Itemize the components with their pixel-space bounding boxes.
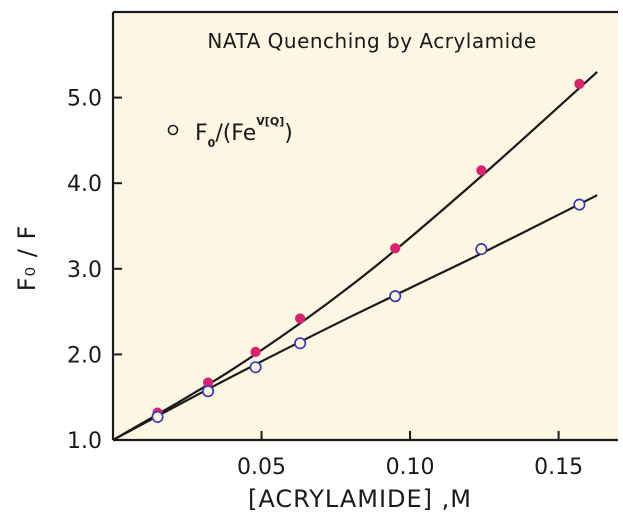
data-point-series-1 [250, 346, 261, 357]
legend-label-sup: V[Q] [256, 115, 284, 128]
legend-label-suffix: ) [284, 121, 293, 146]
data-point-series-2 [475, 243, 488, 256]
data-point-series-2 [151, 410, 164, 423]
fit-line-series-1 [112, 71, 598, 441]
data-point-series-2 [389, 290, 402, 303]
y-tick-label: 2.0 [67, 343, 102, 368]
data-point-series-1 [390, 243, 401, 254]
data-point-series-2 [294, 337, 307, 350]
y-tick-label: 4.0 [67, 172, 102, 197]
legend: F0/(FeV[Q]) [167, 115, 293, 150]
data-point-series-2 [573, 198, 586, 211]
y-tick-label: 3.0 [67, 258, 102, 283]
fit-lines [112, 71, 598, 441]
x-axis-label: [ACRYLAMIDE] ,M [248, 485, 472, 513]
y-tick-label: 1.0 [67, 429, 102, 454]
data-point-series-1 [476, 165, 487, 176]
legend-label: F0/(FeV[Q]) [195, 115, 293, 150]
axes [111, 10, 618, 442]
legend-marker [167, 124, 179, 136]
y-tick-label: 5.0 [67, 87, 102, 112]
legend-label-mid: /(Fe [215, 121, 256, 146]
legend-label-prefix: F [195, 121, 208, 146]
data-points [151, 78, 586, 423]
data-point-series-1 [574, 78, 585, 90]
x-tick-label: 0.10 [386, 455, 435, 480]
plot-background [113, 12, 618, 440]
legend-label-sub: 0 [208, 137, 216, 150]
chart-title: NATA Quenching by Acrylamide [207, 29, 536, 53]
x-tick-label: 0.05 [237, 455, 286, 480]
fit-line-series-2 [112, 194, 598, 441]
x-tick-label: 0.15 [534, 455, 583, 480]
data-point-series-2 [202, 385, 215, 398]
ticks: 1.0 2.0 3.0 4.0 5.0 0.05 0.10 0.15 [67, 87, 583, 480]
y-axis-label: F₀ / F [13, 225, 41, 292]
data-point-series-2 [249, 361, 262, 374]
data-point-series-1 [295, 313, 306, 324]
